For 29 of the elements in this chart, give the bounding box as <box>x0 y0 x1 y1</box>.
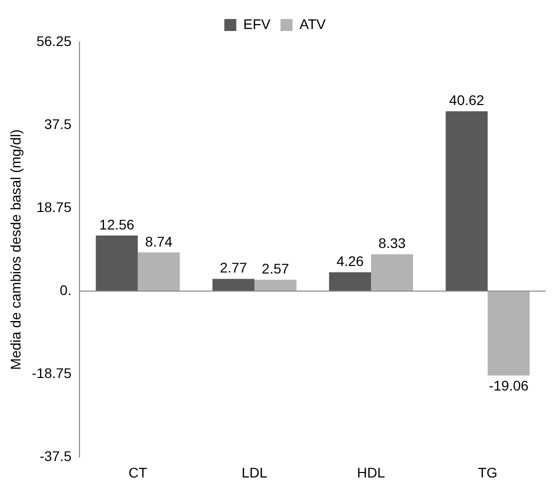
bar <box>488 291 530 376</box>
y-tick-label: 18.75 <box>36 198 72 215</box>
y-tick-label: -37.5 <box>40 448 72 464</box>
legend-label: ATV <box>300 16 326 32</box>
y-axis-title: Media de cambios desde basal (mg/dl) <box>7 129 24 370</box>
y-tick-label: 0. <box>60 282 72 298</box>
bar <box>329 272 372 292</box>
bar <box>254 280 296 292</box>
data-label: 12.56 <box>99 216 135 232</box>
y-tick-label: 56.25 <box>36 32 72 49</box>
x-tick-label: HDL <box>357 464 386 480</box>
data-label: 40.62 <box>449 92 484 108</box>
data-label: 8.33 <box>378 235 406 252</box>
data-label: 2.57 <box>262 260 290 277</box>
y-tick-label: -18.75 <box>32 365 72 382</box>
data-label: 2.77 <box>220 260 248 276</box>
data-label: 8.74 <box>145 233 173 250</box>
bar <box>138 252 180 292</box>
x-tick-label: CT <box>128 464 148 480</box>
x-tick-label: TG <box>478 464 498 480</box>
bar <box>212 278 254 292</box>
data-label: 4.26 <box>336 253 364 270</box>
bar <box>446 111 488 292</box>
bar <box>371 254 414 292</box>
x-tick-label: LDL <box>242 464 268 480</box>
bar <box>96 235 138 292</box>
legend-label: EFV <box>243 16 272 32</box>
data-label: -19.06 <box>488 377 529 394</box>
y-tick-label: 37.5 <box>44 116 72 132</box>
